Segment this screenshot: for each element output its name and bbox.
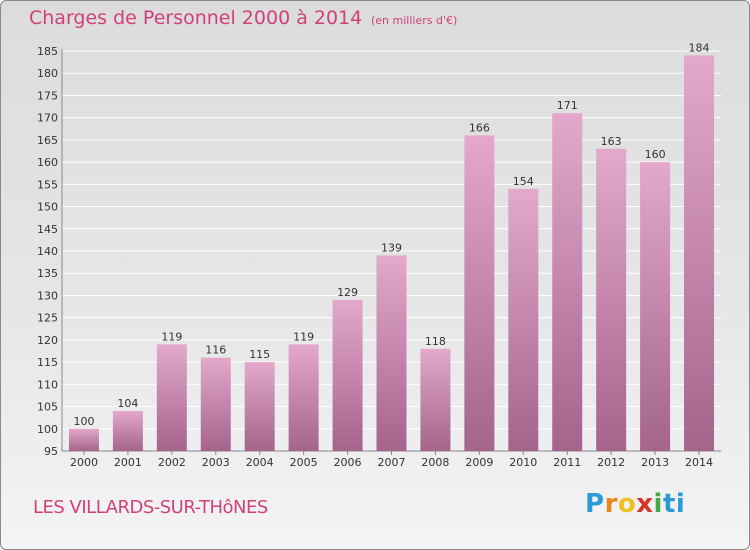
x-tick-label-2004: 2004 bbox=[246, 456, 274, 469]
x-tick-label-2002: 2002 bbox=[158, 456, 186, 469]
x-tick-label-2009: 2009 bbox=[465, 456, 493, 469]
chart-title: Charges de Personnel 2000 à 2014 bbox=[29, 7, 363, 29]
y-tick-label: 135 bbox=[37, 267, 58, 280]
bar-2011 bbox=[552, 113, 583, 451]
y-tick-label: 170 bbox=[37, 112, 58, 125]
y-tick-label: 130 bbox=[37, 289, 58, 302]
value-label-2004: 115 bbox=[249, 348, 270, 361]
y-tick-label: 140 bbox=[37, 245, 58, 258]
x-tick-label-2003: 2003 bbox=[202, 456, 230, 469]
x-tick-label-2001: 2001 bbox=[114, 456, 142, 469]
x-tick-label-2011: 2011 bbox=[553, 456, 581, 469]
y-tick-label: 175 bbox=[37, 89, 58, 102]
bar-2013 bbox=[640, 162, 671, 451]
bar-2014 bbox=[684, 55, 715, 451]
y-tick-label: 145 bbox=[37, 223, 58, 236]
bar-2005 bbox=[288, 344, 319, 451]
bar-2000 bbox=[68, 428, 99, 451]
y-tick-label: 160 bbox=[37, 156, 58, 169]
x-tick-label-2014: 2014 bbox=[685, 456, 713, 469]
value-label-2000: 100 bbox=[73, 415, 94, 428]
value-label-2008: 118 bbox=[425, 335, 446, 348]
value-label-2011: 171 bbox=[557, 99, 578, 112]
bar-2006 bbox=[332, 299, 363, 451]
y-tick-label: 110 bbox=[37, 378, 58, 391]
x-tick-label-2005: 2005 bbox=[290, 456, 318, 469]
bar-2008 bbox=[420, 348, 451, 451]
y-tick-label: 100 bbox=[37, 423, 58, 436]
y-tick-label: 185 bbox=[37, 45, 58, 58]
value-label-2001: 104 bbox=[117, 397, 138, 410]
x-tick-label-2010: 2010 bbox=[509, 456, 537, 469]
value-label-2007: 139 bbox=[381, 241, 402, 254]
bar-2010 bbox=[508, 188, 539, 451]
y-tick-label: 180 bbox=[37, 67, 58, 80]
x-tick-label-2008: 2008 bbox=[421, 456, 449, 469]
x-tick-label-2013: 2013 bbox=[641, 456, 669, 469]
x-tick-label-2000: 2000 bbox=[70, 456, 98, 469]
value-label-2009: 166 bbox=[469, 121, 490, 134]
y-tick-label: 150 bbox=[37, 201, 58, 214]
value-label-2003: 116 bbox=[205, 344, 226, 357]
y-tick-label: 165 bbox=[37, 134, 58, 147]
y-tick-label: 95 bbox=[44, 445, 58, 458]
value-label-2014: 184 bbox=[689, 41, 710, 54]
bar-2004 bbox=[244, 362, 275, 451]
x-tick-label-2012: 2012 bbox=[597, 456, 625, 469]
bar-2002 bbox=[156, 344, 187, 451]
x-tick-label-2007: 2007 bbox=[378, 456, 406, 469]
bar-2012 bbox=[596, 148, 627, 451]
value-label-2010: 154 bbox=[513, 175, 534, 188]
proxiti-logo: Proxiti bbox=[585, 489, 686, 519]
bar-2003 bbox=[200, 357, 231, 451]
value-label-2013: 160 bbox=[645, 148, 666, 161]
x-tick-label-2006: 2006 bbox=[334, 456, 362, 469]
value-label-2006: 129 bbox=[337, 286, 358, 299]
y-tick-label: 120 bbox=[37, 334, 58, 347]
y-tick-label: 155 bbox=[37, 178, 58, 191]
bar-2007 bbox=[376, 255, 407, 451]
y-tick-label: 105 bbox=[37, 401, 58, 414]
y-tick-label: 115 bbox=[37, 356, 58, 369]
value-label-2005: 119 bbox=[293, 330, 314, 343]
chart-subtitle: (en milliers d'€) bbox=[371, 14, 458, 27]
bar-2009 bbox=[464, 135, 495, 451]
bar-2001 bbox=[112, 411, 143, 451]
commune-name: LES VILLARDS-SUR-THôNES bbox=[33, 497, 268, 518]
value-label-2002: 119 bbox=[161, 330, 182, 343]
value-label-2012: 163 bbox=[601, 135, 622, 148]
y-tick-label: 125 bbox=[37, 312, 58, 325]
